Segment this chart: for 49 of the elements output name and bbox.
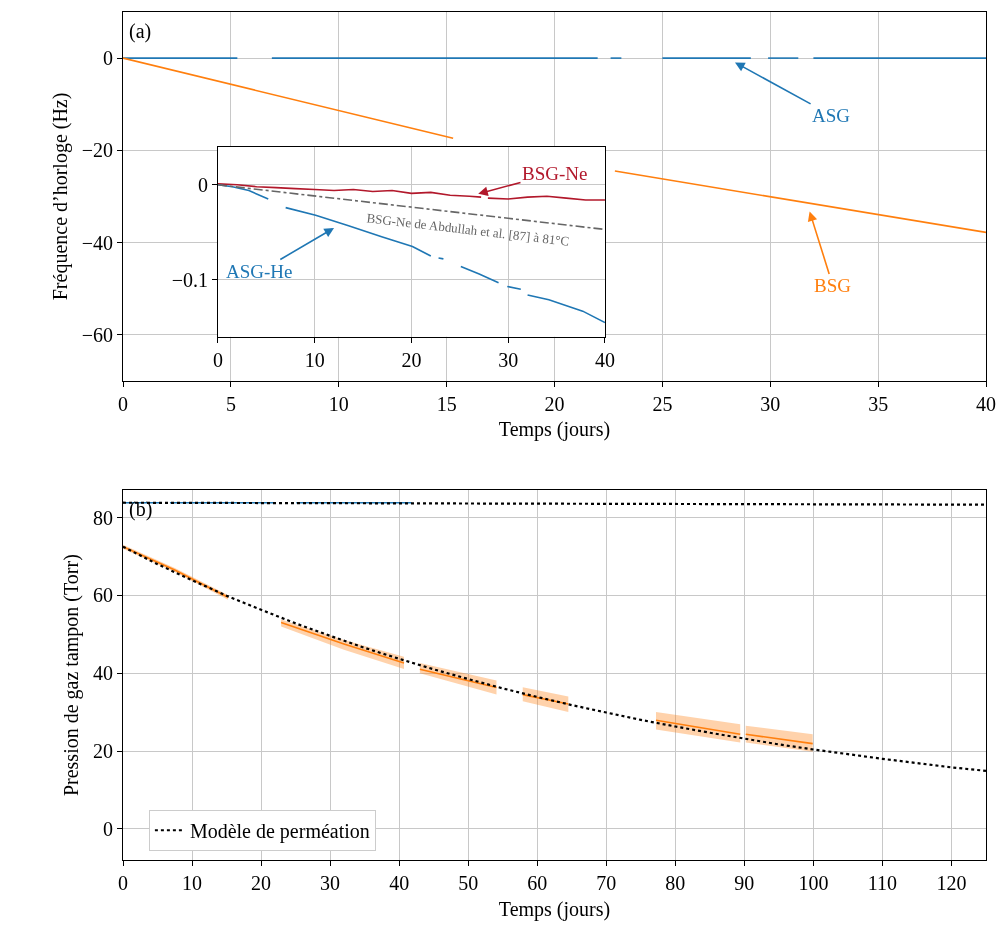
x-tick-label: 20 (251, 872, 272, 894)
y-tick-label: −40 (81, 231, 113, 254)
x-tick-label: 30 (498, 348, 519, 371)
y-tick-label: 40 (93, 662, 113, 685)
annotation: BSG (814, 275, 852, 296)
x-tick-label: 10 (328, 392, 349, 415)
x-tick-label: 35 (868, 392, 889, 415)
x-tick-label: 25 (652, 392, 673, 415)
x-tick-label: 60 (527, 872, 548, 894)
x-tick-label: 10 (182, 872, 203, 894)
x-tick-label: 30 (760, 392, 781, 415)
x-tick-label: 10 (304, 348, 325, 371)
y-tick-label: 20 (93, 740, 113, 763)
x-tick-label: 15 (436, 392, 457, 415)
y-tick-label: 80 (93, 506, 113, 529)
x-tick-label: 20 (401, 348, 422, 371)
annotation: ASG-He (226, 261, 293, 282)
annotation: BSG-Ne de Abdullah et al. [87] à 81°C (365, 210, 571, 249)
y-tick-label: 0 (103, 47, 113, 70)
x-tick-label: 40 (976, 392, 996, 415)
x-tick-label: 80 (665, 872, 686, 894)
y-tick-label: −60 (81, 323, 113, 346)
x-axis-title: Temps (jours) (498, 897, 611, 921)
x-tick-label: 90 (734, 872, 755, 894)
annotation: (a) (129, 20, 152, 43)
x-axis-title: Temps (jours) (498, 418, 611, 442)
x-tick-label: 70 (596, 872, 617, 894)
x-tick-label: 30 (320, 872, 341, 894)
y-axis-title: Pression de gaz tampon (Torr) (60, 554, 84, 797)
annotation: ASG (812, 105, 851, 126)
x-tick-label: 120 (936, 872, 967, 894)
x-tick-label: 0 (118, 392, 128, 415)
x-tick-label: 50 (458, 872, 479, 894)
x-tick-label: 0 (212, 348, 223, 371)
x-tick-label: 40 (594, 348, 615, 371)
x-tick-label: 5 (225, 392, 236, 415)
annotation: (b) (129, 498, 153, 521)
y-tick-label: 60 (93, 584, 113, 607)
y-axis-title: Fréquence d’horloge (Hz) (49, 92, 73, 301)
x-tick-label: 110 (867, 872, 898, 894)
x-tick-label: 100 (798, 872, 829, 894)
x-tick-label: 40 (389, 872, 410, 894)
x-tick-label: 0 (118, 872, 128, 894)
y-tick-label: −0.1 (171, 268, 208, 291)
y-tick-label: −20 (81, 139, 113, 162)
annotation: BSG-Ne (522, 163, 588, 184)
legend-label: Modèle de perméation (189, 820, 370, 844)
x-tick-label: 20 (544, 392, 565, 415)
y-tick-label: 0 (103, 817, 113, 840)
